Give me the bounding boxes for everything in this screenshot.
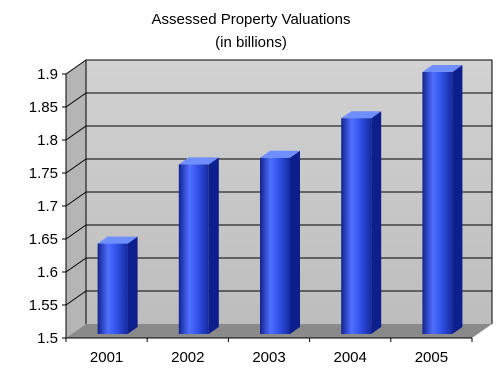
chart-subtitle: (in billions): [215, 34, 287, 51]
gridline-side: [65, 59, 87, 75]
bars: [97, 65, 463, 334]
gridline-side: [65, 191, 87, 207]
bar-front: [97, 243, 128, 334]
bar-top: [178, 157, 219, 165]
bar-2004: [341, 111, 382, 334]
x-tick-label: 2001: [90, 349, 123, 366]
y-tick-label: 1.6: [37, 264, 58, 281]
bar-top: [260, 150, 300, 158]
y-tick-label: 1.65: [29, 231, 58, 248]
bar-side: [127, 236, 138, 334]
y-axis: 1.5 1.55 1.6 1.65 1.7 1.75 1.8 1.85 1.9: [29, 66, 66, 347]
gridline-side: [65, 257, 87, 273]
bar-side: [371, 111, 382, 334]
gridline-side: [65, 290, 87, 306]
gridline-side: [65, 92, 87, 108]
x-axis: 2001 2002 2003 2004 2005: [65, 338, 473, 366]
bar-2001: [97, 236, 138, 334]
bar-side: [452, 65, 463, 334]
y-tick-label: 1.75: [29, 165, 58, 182]
bar-front: [422, 72, 453, 334]
bar-2002: [178, 157, 219, 334]
gridline-side: [65, 125, 87, 141]
y-tick-label: 1.7: [37, 198, 58, 215]
y-tick-label: 1.55: [29, 297, 58, 314]
bar-front: [341, 118, 372, 334]
y-tick-label: 1.5: [37, 330, 58, 347]
bar-side: [290, 150, 300, 334]
bar-top: [422, 65, 463, 72]
y-tick-label: 1.9: [37, 66, 58, 83]
x-tick-label: 2003: [252, 349, 285, 366]
y-tick-label: 1.85: [29, 99, 58, 116]
gridline-side: [65, 158, 87, 174]
bar-2005: [422, 65, 463, 334]
x-tick-label: 2002: [171, 349, 204, 366]
y-tick-label: 1.8: [37, 132, 58, 149]
bar-front: [260, 157, 290, 334]
wall-outline: [85, 59, 493, 324]
x-tick-label: 2004: [334, 349, 367, 366]
bar-front: [178, 164, 209, 334]
bar-2003: [260, 150, 300, 334]
chart-title: Assessed Property Valuations: [152, 11, 351, 28]
gridline-side: [65, 224, 87, 240]
x-tick-label: 2005: [415, 349, 448, 366]
bar-top: [341, 111, 382, 119]
bar-side: [208, 157, 219, 334]
bar-top: [97, 236, 138, 244]
